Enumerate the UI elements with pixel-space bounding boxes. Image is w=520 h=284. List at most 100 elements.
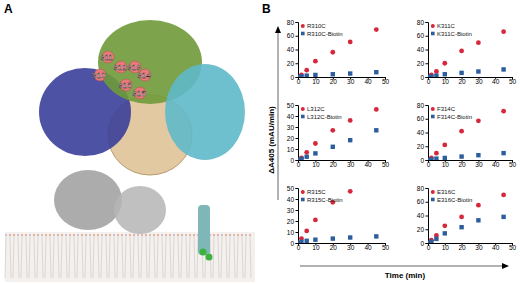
lipid-head: [245, 234, 247, 236]
y-tick-mark: [426, 146, 429, 147]
lipid-head: [105, 234, 107, 236]
x-tick: 40: [364, 77, 372, 85]
point: [501, 29, 506, 34]
x-tick: 10: [312, 160, 320, 168]
y-tick-label: 30: [287, 207, 295, 214]
lipid-head: [73, 234, 75, 236]
legend-symbol: [431, 24, 435, 28]
y-tick-mark: [296, 22, 299, 23]
y-tick: 0: [420, 74, 428, 81]
legend-label: E316C: [437, 189, 456, 195]
y-tick: 40: [417, 129, 428, 136]
y-tick-label: 0: [420, 157, 424, 164]
membrane-band: [5, 232, 255, 282]
y-tick: 50: [287, 185, 298, 192]
legend-symbol: [431, 115, 435, 119]
x-axis: 01020304050: [427, 77, 517, 85]
x-tick: 50: [509, 77, 517, 85]
lipid: [82, 236, 83, 278]
lipid-head: [133, 234, 135, 236]
point: [330, 128, 335, 133]
lipid-head: [225, 234, 227, 236]
chart: 01020304050020406080F314CF314C-Biotin: [417, 102, 517, 169]
x-tick-label: 10: [442, 161, 450, 168]
point: [459, 71, 463, 75]
legend-label: F314C: [437, 106, 456, 112]
x-axis: 01020304050: [297, 160, 390, 168]
lipid-head: [89, 234, 91, 236]
x-tick: 40: [492, 77, 500, 85]
lipid: [221, 236, 222, 278]
x-tick-label: 50: [382, 78, 390, 85]
point: [374, 107, 379, 112]
legend-symbol: [431, 198, 435, 202]
lipid-head: [149, 234, 151, 236]
y-tick-mark: [296, 50, 299, 51]
legend: L312CL312C-Biotin: [301, 106, 342, 120]
x-tick-label: 30: [475, 244, 483, 251]
y-tick-mark: [426, 202, 429, 203]
y-tick: 80: [287, 19, 298, 26]
lipid-head: [41, 234, 43, 236]
structure-panel: 311312313314310315316: [5, 20, 255, 282]
y-tick: 60: [417, 32, 428, 39]
lipid: [178, 236, 179, 278]
y-tick-mark: [296, 199, 299, 200]
point: [299, 157, 303, 160]
point: [443, 156, 447, 160]
y-tick: 40: [287, 46, 298, 53]
lipid-head: [25, 234, 27, 236]
point: [429, 239, 433, 243]
lipid-head: [221, 234, 223, 236]
point: [304, 229, 309, 234]
y-tick: 20: [287, 60, 298, 67]
lipid: [114, 236, 115, 278]
lipid: [58, 236, 59, 278]
lipid: [101, 236, 102, 278]
x-tick-label: 40: [364, 244, 372, 251]
point: [348, 71, 352, 75]
y-tick-label: 60: [287, 32, 295, 39]
domain-grey: [114, 186, 166, 234]
lipid-head: [125, 234, 127, 236]
y-tick-label: 80: [417, 185, 425, 192]
y-tick-label: 0: [290, 74, 294, 81]
x-tick: 20: [458, 243, 466, 251]
x-tick: 0: [297, 243, 301, 251]
y-axis-line: [296, 189, 299, 244]
y-tick: 20: [417, 143, 428, 150]
x-tick: 0: [427, 160, 431, 168]
y-axis: 020406080: [417, 185, 429, 247]
y-axis-line: [296, 23, 299, 78]
lipid: [165, 236, 166, 278]
lipid-head: [169, 234, 171, 236]
lipid: [42, 236, 43, 278]
x-tick-label: 0: [297, 244, 301, 251]
x-tick-label: 50: [509, 161, 517, 168]
y-tick: 60: [417, 115, 428, 122]
y-tick-mark: [426, 119, 429, 120]
point: [305, 155, 309, 159]
lipid-head: [101, 234, 103, 236]
lipid-head: [85, 234, 87, 236]
lipid-head: [21, 234, 23, 236]
legend-label: R310C: [307, 23, 326, 29]
lipid: [125, 236, 126, 278]
point: [299, 240, 303, 243]
x-tick-label: 30: [475, 78, 483, 85]
point: [434, 156, 438, 160]
lipid: [106, 236, 107, 278]
point: [374, 128, 378, 132]
y-tick: 30: [287, 124, 298, 131]
panel-label: A: [4, 2, 13, 16]
x-tick: 50: [382, 243, 390, 251]
y-tick-mark: [296, 138, 299, 139]
y-tick-mark: [296, 116, 299, 117]
y-axis: 020406080: [417, 102, 429, 164]
y-tick: 0: [290, 157, 298, 164]
lipid-head: [13, 234, 15, 236]
lipid: [146, 236, 147, 278]
lipid-head: [29, 234, 31, 236]
ion: [206, 254, 213, 261]
chart: 01020304050020406080K311CK311C-Biotin: [417, 19, 517, 86]
